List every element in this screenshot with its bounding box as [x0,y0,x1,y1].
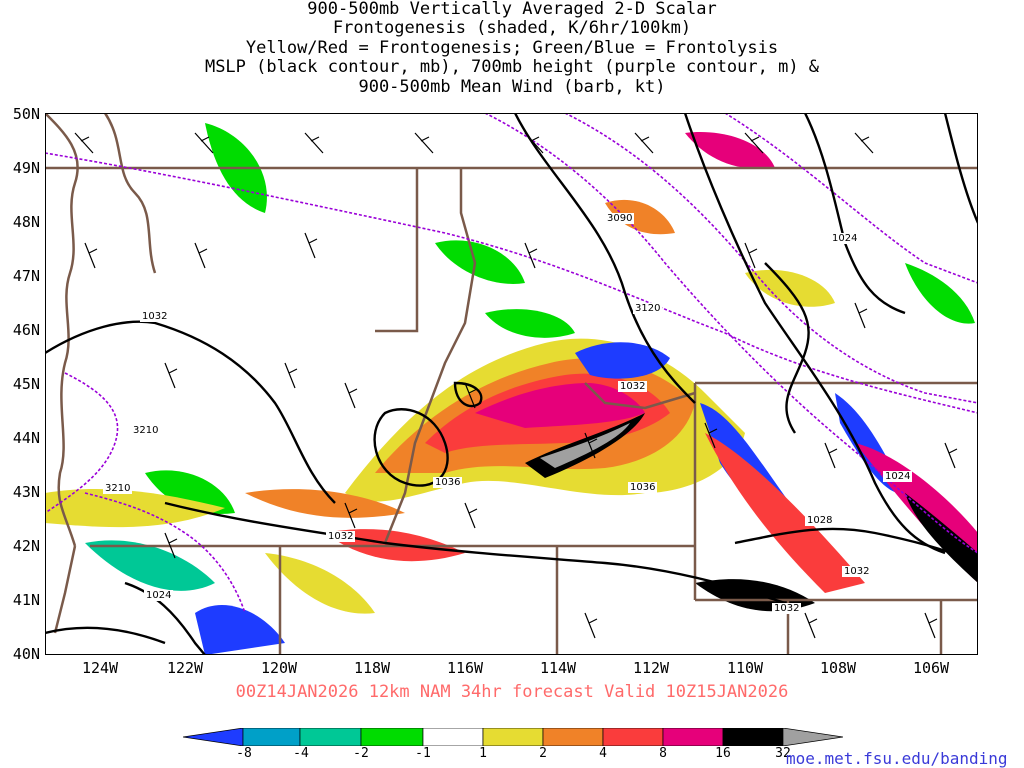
title-line-2: Frontogenesis (shaded, K/6hr/100km) [332,18,692,38]
mslp-label: 1028 [805,515,835,526]
lon-label: 118W [353,659,391,677]
mslp-label: 1032 [618,381,648,392]
lat-label: 49N [12,159,40,177]
title-line-3: Yellow/Red = Frontogenesis; Green/Blue =… [245,38,779,58]
credit-url: moe.met.fsu.edu/banding [786,749,1008,768]
lon-label: 106W [912,659,950,677]
title-line-5: 900-500mb Mean Wind (barb, kt) [358,77,666,97]
colorbar-bin [482,728,544,746]
colorbar [183,728,843,746]
height-label: 3210 [103,483,133,494]
colorbar-bin [299,728,362,746]
colorbar-bin [422,728,484,746]
lon-label: 110W [726,659,764,677]
forecast-valid-line: 00Z14JAN2026 12km NAM 34hr forecast Vali… [235,682,789,702]
lat-label: 46N [12,321,40,339]
height-label: 3210 [131,425,161,436]
lon-label: 112W [632,659,670,677]
state-borders [45,113,978,655]
colorbar-bin [782,728,843,746]
lon-label: 124W [81,659,119,677]
lat-label: 40N [12,645,40,663]
map-panel: 3090 3120 3210 3210 1024 1032 1032 1036 … [45,113,978,655]
wind-barbs [74,132,958,639]
colorbar-label: -2 [353,746,369,761]
lon-label: 120W [260,659,298,677]
colorbar-label: -4 [293,746,309,761]
colorbar-bin [542,728,604,746]
lat-label: 42N [12,537,40,555]
mslp-label: 1024 [830,233,860,244]
lat-label: 47N [12,267,40,285]
lon-label: 108W [819,659,857,677]
lat-label: 43N [12,483,40,501]
mslp-label: 1024 [883,471,913,482]
colorbar-bin [360,728,424,746]
lon-label: 116W [446,659,484,677]
colorbar-label: 32 [775,746,791,761]
colorbar-bin [662,728,724,746]
colorbar-bin [602,728,664,746]
lat-label: 44N [12,429,40,447]
frontogenesis-shading [45,123,978,655]
mslp-label: 1032 [326,531,356,542]
lat-label: 50N [12,105,40,123]
colorbar-label: 2 [539,746,547,761]
mslp-label: 1032 [140,311,170,322]
colorbar-label: 16 [715,746,731,761]
colorbar-bin [242,728,301,746]
colorbar-label: 4 [599,746,607,761]
lat-label: 48N [12,213,40,231]
colorbar-bin [183,728,244,746]
lon-label: 114W [539,659,577,677]
map-canvas [45,113,978,655]
lat-label: 45N [12,375,40,393]
height-label: 3090 [605,213,635,224]
colorbar-label: 8 [659,746,667,761]
height-contours [45,113,978,614]
mslp-label: 1036 [628,482,658,493]
lat-label: 41N [12,591,40,609]
lon-label: 122W [166,659,204,677]
mslp-label: 1032 [842,566,872,577]
mslp-label: 1024 [144,590,174,601]
colorbar-label: -1 [415,746,431,761]
mslp-label: 1036 [433,477,463,488]
colorbar-label: 1 [479,746,487,761]
colorbar-label: -8 [236,746,252,761]
colorbar-bin [722,728,784,746]
title-line-1: 900-500mb Vertically Averaged 2-D Scalar [307,0,717,19]
title-line-4: MSLP (black contour, mb), 700mb height (… [204,57,820,77]
height-label: 3120 [633,303,663,314]
mslp-label: 1032 [772,603,802,614]
